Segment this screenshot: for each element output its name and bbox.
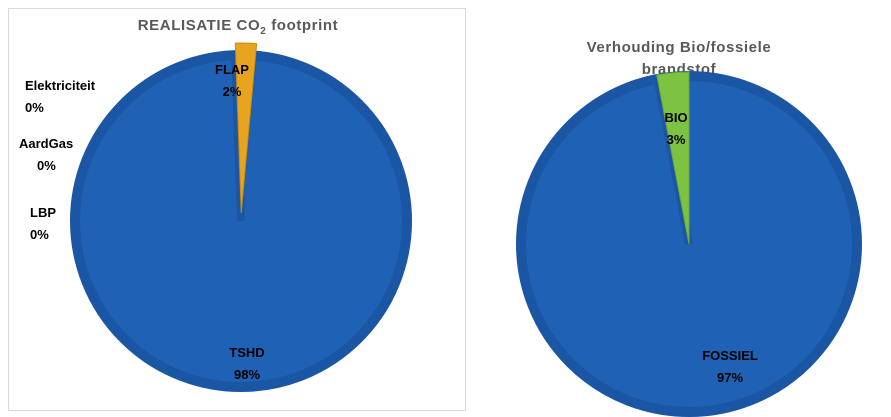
label-tshd-pct: 98% <box>233 367 261 382</box>
label-fossiel-pct: 97% <box>716 370 744 385</box>
chart-right-panel: Verhouding Bio/fossiele brandstof BIO 3%… <box>470 8 886 417</box>
label-aardgas-pct: 0% <box>37 158 56 173</box>
label-fossiel: FOSSIEL 97% <box>685 345 775 389</box>
label-bio-name: BIO <box>664 110 688 125</box>
chart-left-title-main: REALISATIE CO <box>137 17 261 34</box>
label-flap-pct: 2% <box>222 84 242 99</box>
slice-flap <box>234 42 258 214</box>
label-lbp-name: LBP <box>30 205 56 220</box>
label-tshd: TSHD 98% <box>217 342 277 386</box>
chart-left-panel: REALISATIE CO2 footprint Elektriciteit 0… <box>8 8 466 411</box>
chart-right-pie <box>516 71 862 417</box>
slice-bio <box>656 71 690 245</box>
label-bio-pct: 3% <box>666 132 686 147</box>
label-flap-name: FLAP <box>215 62 249 77</box>
label-fossiel-name: FOSSIEL <box>702 348 758 363</box>
chart-left-title: REALISATIE CO2 footprint <box>9 15 467 43</box>
chart-left-title-rest: footprint <box>266 17 339 34</box>
label-elektriciteit-pct: 0% <box>25 100 44 115</box>
slice-divider-left <box>231 50 245 222</box>
label-bio: BIO 3% <box>651 107 701 151</box>
chart-left-pie <box>70 42 412 392</box>
label-lbp: LBP 0% <box>30 202 56 246</box>
label-aardgas-name: AardGas <box>19 136 74 151</box>
label-elektriciteit: Elektriciteit 0% <box>25 75 95 119</box>
label-lbp-pct: 0% <box>30 227 49 242</box>
label-aardgas: AardGas 0% <box>19 133 73 177</box>
label-elektriciteit-name: Elektriciteit <box>25 78 96 93</box>
chart-right-title-line1: Verhouding Bio/fossiele <box>586 39 772 56</box>
label-tshd-name: TSHD <box>229 345 265 360</box>
chart-left-title-subscript: 2 <box>260 26 267 37</box>
label-flap: FLAP 2% <box>212 59 252 103</box>
